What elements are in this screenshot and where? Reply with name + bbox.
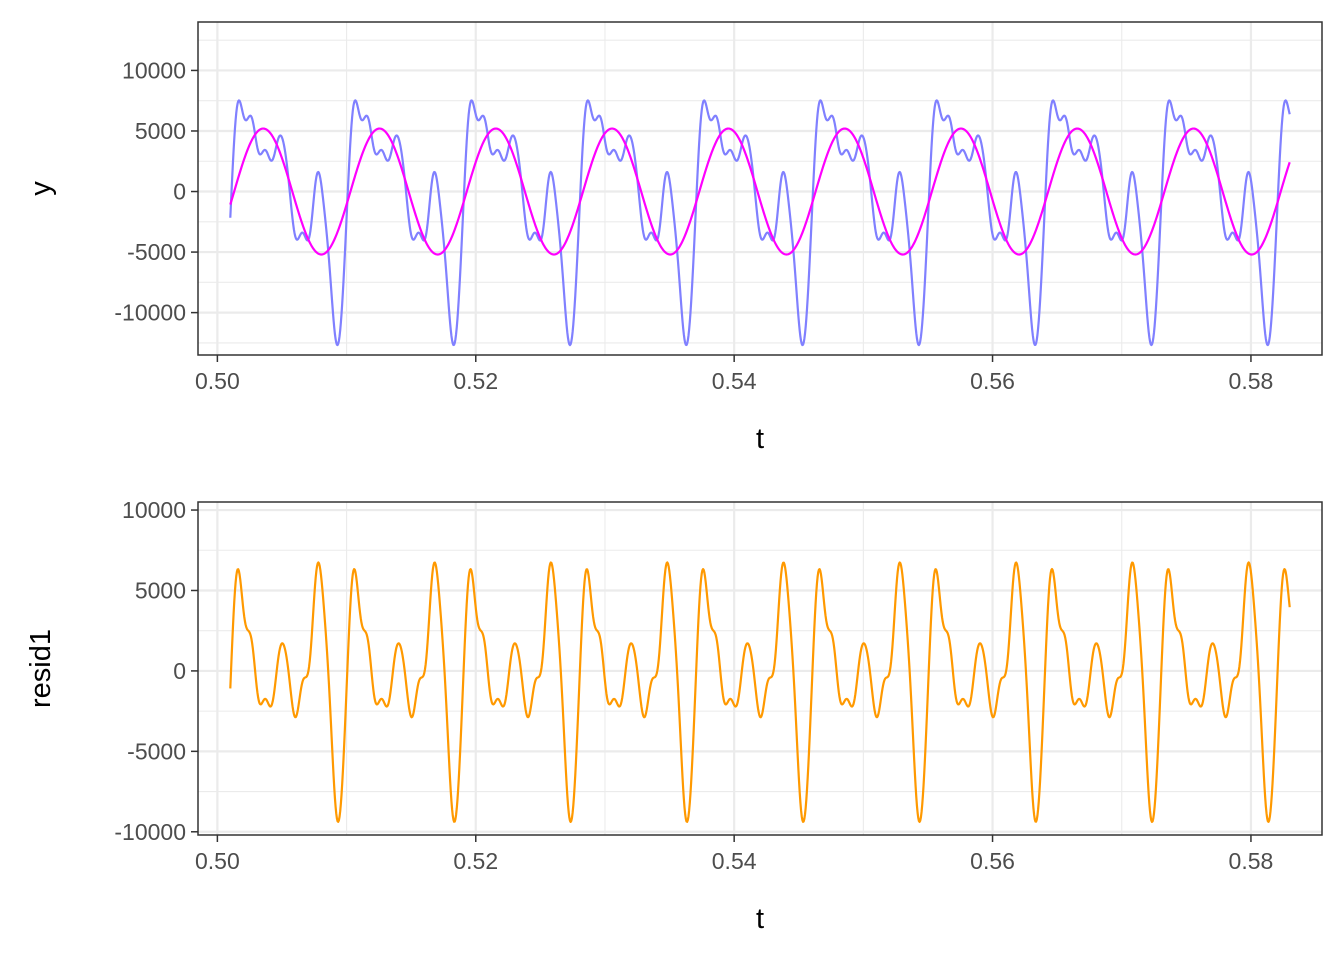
y-tick-label: 0 (173, 658, 186, 684)
y-tick-label: 10000 (122, 57, 186, 83)
y-axis-title: resid1 (25, 629, 57, 708)
panel-border (197, 501, 1323, 836)
x-tick-label: 0.50 (195, 848, 240, 874)
y-tick-label: -10000 (114, 819, 186, 845)
panel-background (198, 502, 1322, 835)
series-line-signal (229, 99, 1291, 347)
x-tick-label: 0.56 (970, 368, 1015, 394)
y-tick-label: -5000 (127, 738, 186, 764)
panel-bottom: 0.50 0.52 0.54 0.56 0.58 -10000 -5000 0 5000 1000… (25, 497, 1323, 935)
x-axis-title: t (756, 903, 764, 935)
x-tick-label: 0.58 (1229, 848, 1274, 874)
x-axis-title: t (756, 423, 764, 455)
x-tick-label: 0.58 (1229, 368, 1274, 394)
y-tick-label: 10000 (122, 497, 186, 523)
x-tick-label: 0.50 (195, 368, 240, 394)
x-tick-label: 0.52 (453, 368, 498, 394)
y-axis-title: y (25, 181, 57, 196)
series-line-fit (229, 127, 1291, 256)
y-tick-label: 0 (173, 179, 186, 205)
panel-border (197, 21, 1323, 356)
panel-background (198, 22, 1322, 355)
series-line-residual (229, 561, 1291, 824)
y-tick-label: -5000 (127, 239, 186, 265)
y-tick-label: 5000 (135, 118, 186, 144)
y-tick-label: 5000 (135, 577, 186, 603)
x-tick-label: 0.54 (712, 368, 757, 394)
panel-top: 0.50 0.52 0.54 0.56 0.58 -10000 -5000 0 5000 1000… (25, 21, 1323, 455)
x-tick-label: 0.54 (712, 848, 757, 874)
x-tick-label: 0.56 (970, 848, 1015, 874)
x-tick-label: 0.52 (453, 848, 498, 874)
y-tick-label: -10000 (114, 300, 186, 326)
